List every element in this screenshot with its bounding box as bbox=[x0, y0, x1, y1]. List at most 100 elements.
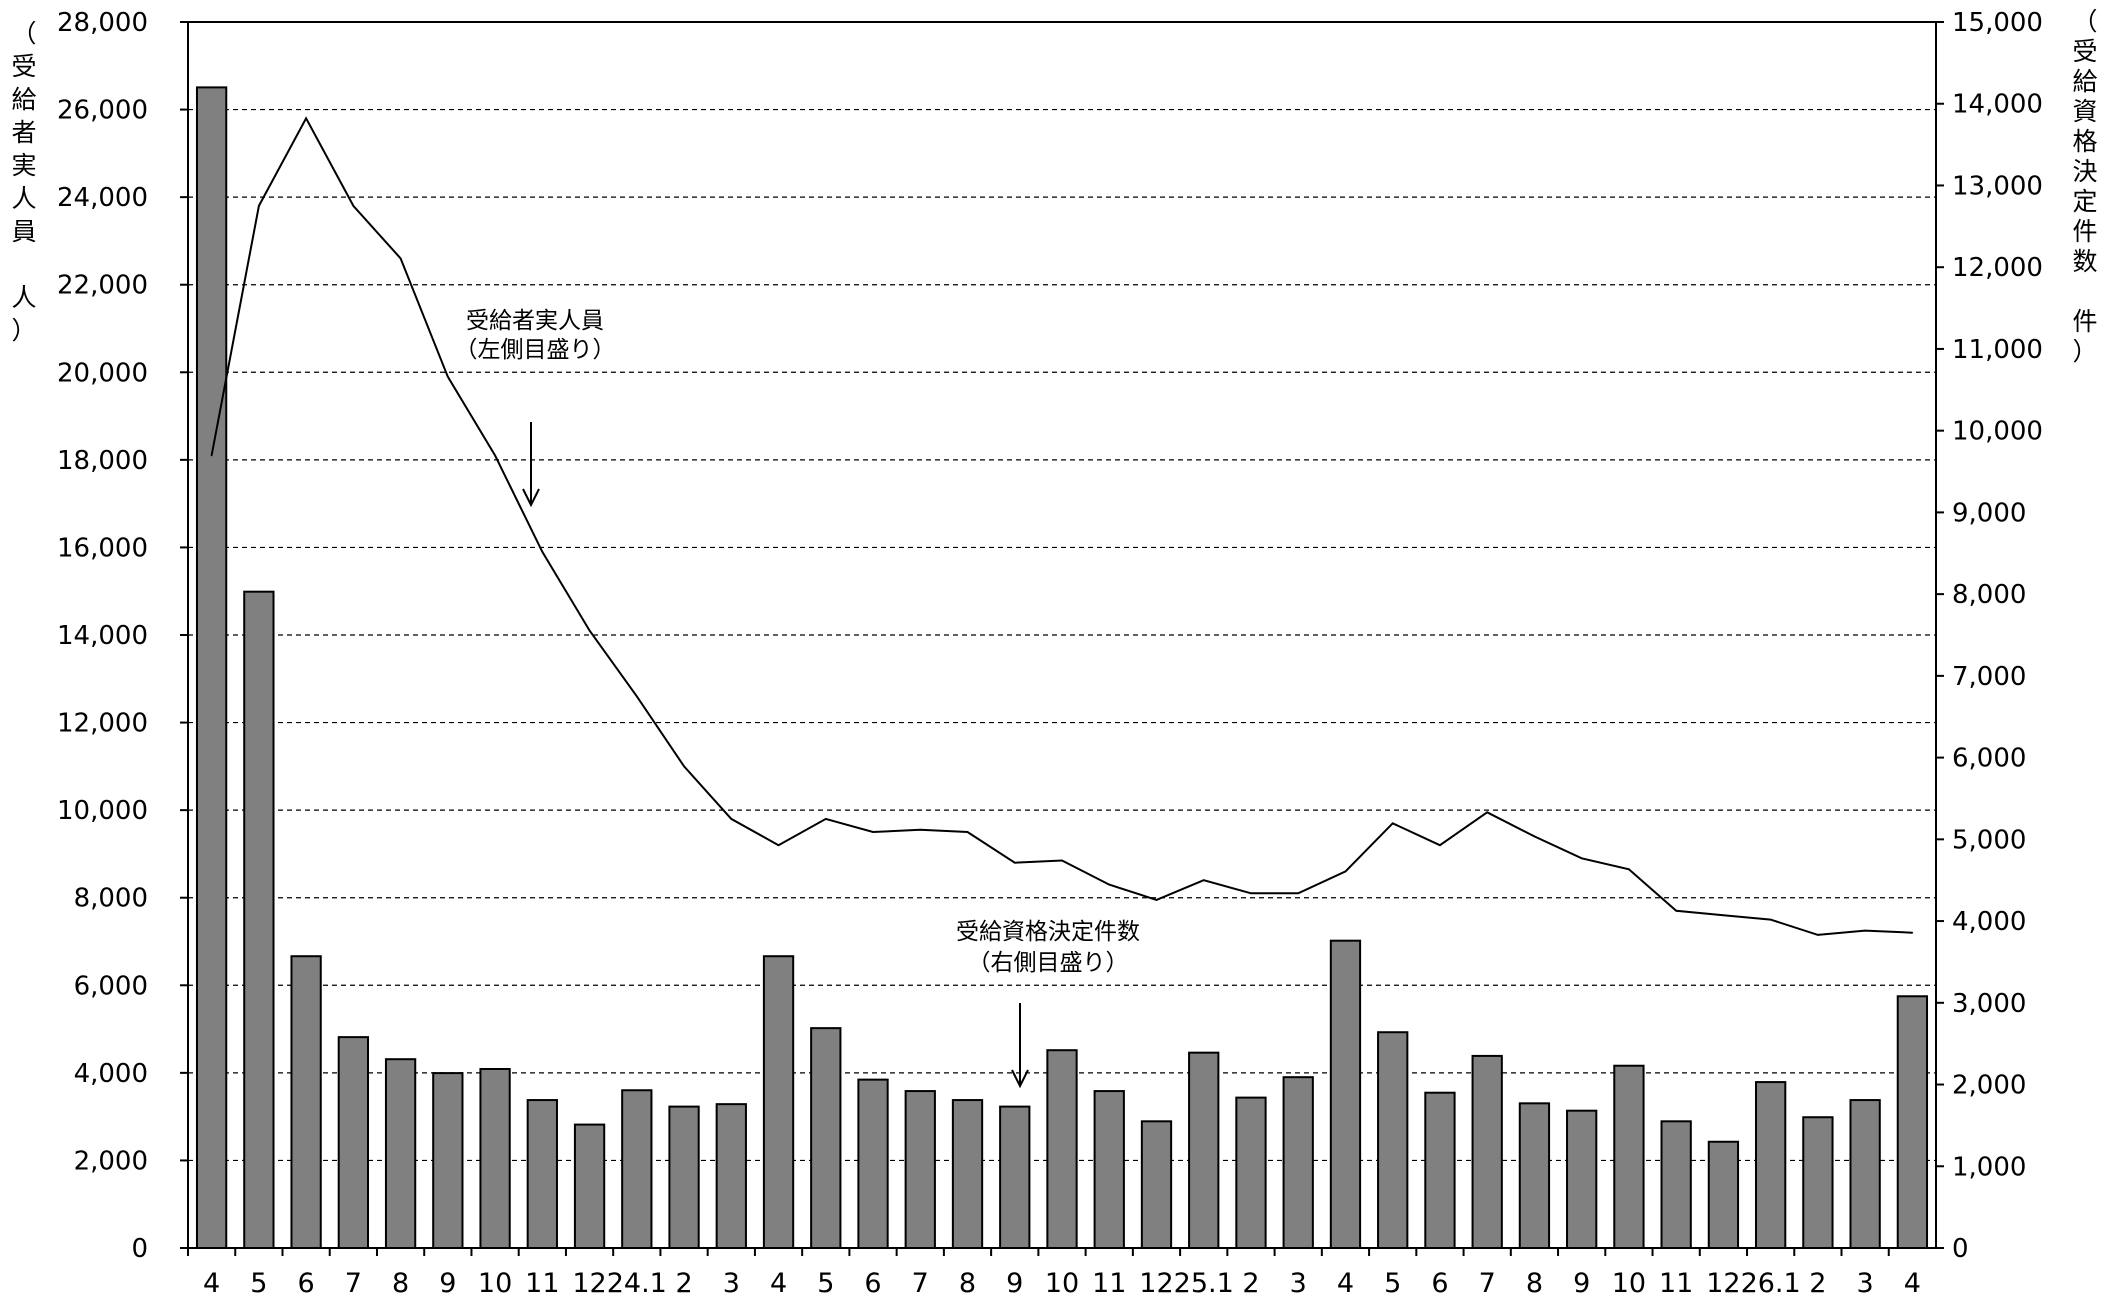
x-tick-label: 12 bbox=[1706, 1268, 1740, 1299]
x-tick-label: 10 bbox=[1045, 1268, 1079, 1299]
bar bbox=[715, 1103, 747, 1249]
x-tick-label: 4 bbox=[770, 1268, 787, 1299]
line-point bbox=[1580, 857, 1583, 860]
annotations: 受給者実人員 （左側目盛り） 受給資格決定件数 （右側目盛り） bbox=[455, 308, 1140, 1089]
line-point bbox=[683, 765, 685, 768]
line-point bbox=[1108, 883, 1111, 886]
line-point bbox=[541, 551, 544, 553]
bar bbox=[1707, 1140, 1740, 1250]
axis-title-char: 給 bbox=[11, 85, 36, 114]
bar bbox=[1093, 1090, 1125, 1250]
axis-title-char: 格 bbox=[2072, 127, 2097, 156]
axis-title-char: 決 bbox=[2072, 157, 2097, 186]
x-tick-label: 10 bbox=[478, 1268, 512, 1299]
right-tick-label: 15,000 bbox=[1952, 8, 2043, 38]
bar bbox=[1613, 1064, 1645, 1249]
x-tick-label: 2 bbox=[1809, 1268, 1826, 1299]
bar bbox=[621, 1089, 653, 1249]
x-tick-label: 9 bbox=[1573, 1268, 1590, 1299]
x-tick-label: 9 bbox=[1006, 1268, 1023, 1299]
right-tick-label: 7,000 bbox=[1952, 662, 2026, 692]
left-tick-label: 2,000 bbox=[74, 1146, 148, 1176]
left-tick-label: 4,000 bbox=[74, 1059, 148, 1089]
line-point bbox=[1675, 910, 1677, 912]
x-tick-label: 2 bbox=[675, 1268, 692, 1299]
bar bbox=[762, 955, 795, 1249]
x-tick-label: 26.1 bbox=[1741, 1268, 1801, 1299]
x-tick-label: 5 bbox=[250, 1268, 267, 1299]
x-tick-label: 8 bbox=[959, 1268, 976, 1299]
left-tick-label: 8,000 bbox=[74, 884, 148, 914]
line-series bbox=[210, 116, 1914, 936]
bar bbox=[1235, 1096, 1267, 1250]
x-tick-label: 4 bbox=[1904, 1268, 1921, 1299]
line-point bbox=[258, 205, 260, 207]
line-point bbox=[352, 205, 355, 207]
line-point bbox=[447, 375, 449, 378]
bar bbox=[1849, 1099, 1881, 1249]
axis-title-char: 資 bbox=[2072, 97, 2097, 126]
annotation-title: 受給者実人員 bbox=[466, 308, 604, 334]
left-tick-label: 14,000 bbox=[57, 621, 148, 651]
line-point bbox=[1061, 859, 1063, 862]
bar bbox=[1660, 1120, 1692, 1250]
x-tick-label: 11 bbox=[1659, 1268, 1693, 1299]
line-point bbox=[824, 818, 827, 820]
bar bbox=[1518, 1102, 1551, 1250]
line-point bbox=[1250, 892, 1252, 895]
bar bbox=[1377, 1031, 1409, 1249]
annotation-arrow-head bbox=[1011, 1069, 1029, 1089]
line-point bbox=[1439, 844, 1441, 846]
line-point bbox=[1533, 835, 1536, 838]
axis-title-char: 数 bbox=[2072, 247, 2097, 276]
annotation-arrow-head bbox=[522, 488, 540, 508]
axis-title-char: 人 bbox=[11, 184, 36, 213]
left-tick-label: 0 bbox=[131, 1234, 148, 1264]
annotation-subtitle: （左側目盛り） bbox=[455, 337, 616, 363]
right-tick-label: 10,000 bbox=[1952, 417, 2043, 447]
line-path bbox=[210, 116, 1913, 936]
x-tick-label: 2 bbox=[1242, 1268, 1259, 1299]
left-tick-label: 28,000 bbox=[57, 8, 148, 38]
bar-series bbox=[195, 86, 1929, 1250]
bar bbox=[1755, 1081, 1787, 1249]
bar bbox=[1046, 1049, 1078, 1249]
x-tick-label: 11 bbox=[1092, 1268, 1126, 1299]
axis-title-char: 件 bbox=[2072, 217, 2097, 246]
axis-title-char: 人 bbox=[11, 283, 36, 312]
bar bbox=[337, 1036, 369, 1250]
bar bbox=[904, 1090, 936, 1250]
bar bbox=[1188, 1051, 1220, 1250]
x-tick-label: 5 bbox=[817, 1268, 834, 1299]
x-tick-label: 6 bbox=[1431, 1268, 1448, 1299]
x-tick-label: 7 bbox=[345, 1268, 362, 1299]
axis-title-char: 件 bbox=[2072, 307, 2097, 336]
line-point bbox=[966, 831, 969, 833]
axis-title-char: 員 bbox=[11, 217, 36, 246]
bar bbox=[243, 590, 275, 1249]
x-tick-label: 5 bbox=[1384, 1268, 1401, 1299]
bar bbox=[290, 955, 322, 1249]
bar bbox=[810, 1027, 842, 1249]
line-point bbox=[1628, 868, 1630, 871]
axis-title-char: 者 bbox=[11, 118, 36, 147]
left-tick-label: 24,000 bbox=[57, 183, 148, 213]
bar bbox=[999, 1105, 1031, 1249]
x-tick-label: 3 bbox=[1857, 1268, 1874, 1299]
bar bbox=[1471, 1054, 1503, 1249]
right-tick-label: 6,000 bbox=[1952, 744, 2026, 774]
bar bbox=[1329, 939, 1362, 1249]
axis-title-char: ） bbox=[11, 316, 36, 345]
left-tick-label: 10,000 bbox=[57, 796, 148, 826]
axis-title-char: （ bbox=[11, 19, 36, 48]
x-tick-label: 6 bbox=[864, 1268, 881, 1299]
left-tick-label: 6,000 bbox=[74, 971, 148, 1001]
x-tick-label: 4 bbox=[203, 1268, 220, 1299]
bar bbox=[1896, 995, 1929, 1250]
x-tick-label: 24.1 bbox=[607, 1268, 667, 1299]
left-axis-ticks: 0 2,000 4,000 6,000 8,000 10,000 12,000 14,000 1… bbox=[57, 8, 188, 1264]
left-tick-label: 12,000 bbox=[57, 709, 148, 739]
line-point bbox=[636, 695, 638, 698]
